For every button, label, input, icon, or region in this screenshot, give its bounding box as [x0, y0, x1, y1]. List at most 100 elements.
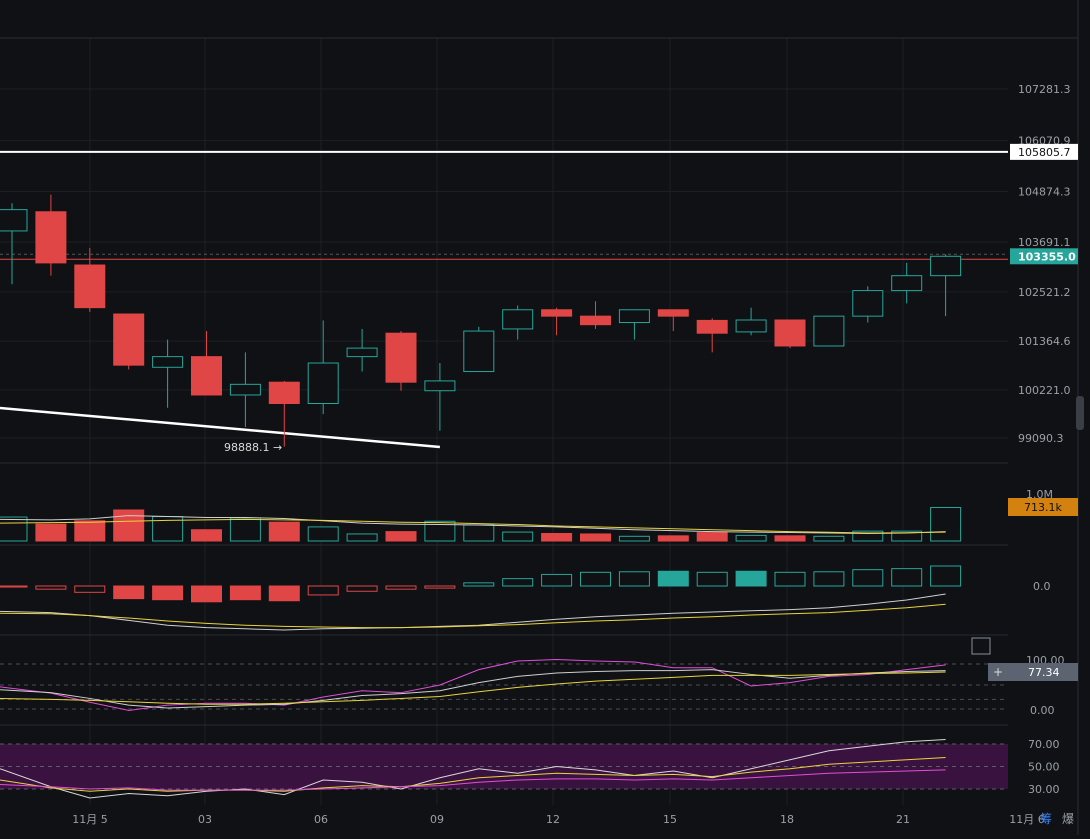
candle-body — [152, 356, 184, 368]
volume-bar — [0, 516, 28, 542]
time-tick-label: 21 — [896, 813, 910, 826]
price-tick-label: 101364.6 — [1018, 335, 1071, 348]
macd-histogram-bar — [385, 585, 417, 590]
macd-histogram-bar — [696, 571, 728, 587]
horizontal-line-label: 105805.7 — [1018, 146, 1071, 159]
current-price-tag — [1010, 248, 1078, 265]
volume-bar — [74, 520, 106, 542]
macd-histogram-bar — [0, 585, 28, 588]
maximize-icon — [971, 637, 991, 655]
candle-body — [0, 209, 28, 232]
volume-pane — [0, 506, 962, 542]
macd-histogram-bar — [930, 565, 962, 587]
horizontal-line-tag — [1010, 143, 1078, 160]
candle-body — [113, 313, 145, 366]
price-tick-label: 99090.3 — [1018, 432, 1064, 445]
candle-body — [930, 255, 962, 277]
current-price-label: 103355.0 — [1018, 250, 1076, 263]
candle-body — [813, 315, 845, 347]
osc1-k-line — [0, 659, 946, 711]
osc1-d-line — [0, 669, 946, 709]
oscillator1-pane — [0, 659, 1008, 711]
candle-body — [35, 211, 67, 264]
chip-button-label: 筹 — [1040, 812, 1052, 826]
candle-body — [541, 309, 573, 317]
oscillator2-pane — [0, 739, 1008, 799]
osc2-magenta-line — [0, 769, 946, 791]
time-tick-label: 03 — [198, 813, 212, 826]
macd-histogram-bar — [618, 571, 650, 587]
volume-bar — [229, 517, 261, 542]
osc1-label-0: 0.00 — [1030, 704, 1055, 717]
macd-histogram-bar — [229, 585, 261, 601]
time-tick-label: 09 — [430, 813, 444, 826]
volume-bar — [191, 529, 222, 542]
macd-histogram-bar — [580, 571, 611, 587]
volume-bar — [113, 509, 145, 542]
support-trendline — [0, 406, 441, 449]
candle-body — [580, 315, 611, 326]
volume-bar — [930, 506, 962, 542]
macd-histogram-bar — [268, 585, 300, 602]
macd-histogram-bar — [74, 585, 106, 593]
volume-current-tag — [1008, 498, 1078, 516]
macd-histogram-bar — [813, 571, 845, 587]
volume-bar — [346, 533, 378, 542]
scroll-handle — [1076, 396, 1084, 430]
volume-bar — [268, 521, 300, 542]
candle-body — [696, 319, 728, 334]
volume-bar — [307, 526, 339, 542]
candle-body — [346, 347, 378, 358]
osc1-current-tag — [988, 663, 1078, 681]
volume-bar — [541, 532, 573, 542]
time-tick-label: 15 — [663, 813, 677, 826]
macd-zero-label: 0.0 — [1033, 580, 1051, 593]
volume-max-label: 1.0M — [1026, 488, 1053, 501]
volume-bar — [580, 533, 611, 542]
osc2-level-label: 50.00 — [1028, 761, 1060, 774]
macd-histogram-bar — [541, 573, 573, 587]
candle-body — [463, 330, 495, 373]
volume-bar — [774, 535, 806, 542]
candle-body — [307, 362, 339, 405]
osc1-plus-icon: + — [993, 665, 1003, 679]
time-tick-label: 06 — [314, 813, 328, 826]
candle-body — [424, 380, 456, 392]
candle-body — [657, 309, 689, 317]
macd-histogram-bar — [35, 585, 67, 590]
volume-ma-white — [0, 515, 946, 534]
time-tick-label: 11月 5 — [72, 813, 108, 826]
macd-histogram-bar — [463, 582, 495, 587]
candle-body — [618, 309, 650, 324]
price-tick-label: 100221.0 — [1018, 384, 1071, 397]
macd-signal-line — [0, 603, 946, 629]
volume-bar — [852, 530, 884, 542]
volume-bar — [657, 535, 689, 542]
macd-histogram-bar — [191, 585, 222, 603]
volume-bar — [385, 531, 417, 542]
volume-bar — [35, 523, 67, 542]
volume-bar — [502, 531, 534, 542]
volume-bar — [424, 520, 456, 542]
macd-histogram-bar — [346, 585, 378, 592]
osc2-level-label: 30.00 — [1028, 783, 1060, 796]
macd-histogram-bar — [852, 569, 884, 587]
volume-bar — [735, 534, 767, 542]
macd-histogram-bar — [152, 585, 184, 601]
macd-histogram-bar — [113, 585, 145, 600]
volume-bar — [696, 532, 728, 542]
osc1-j-line — [0, 671, 946, 705]
osc2-white-line — [0, 739, 946, 799]
price-tick-label: 104874.3 — [1018, 186, 1071, 199]
volume-bar — [463, 524, 495, 542]
volume-ma-yellow — [0, 518, 946, 534]
candle-body — [385, 332, 417, 383]
axes: 107281.3106070.9104874.3103691.1102521.2… — [72, 83, 1084, 826]
candle-body — [74, 264, 106, 309]
volume-bar — [618, 535, 650, 542]
liquidation-button-label: 爆 — [1062, 812, 1074, 826]
macd-histogram-bar — [774, 571, 806, 587]
